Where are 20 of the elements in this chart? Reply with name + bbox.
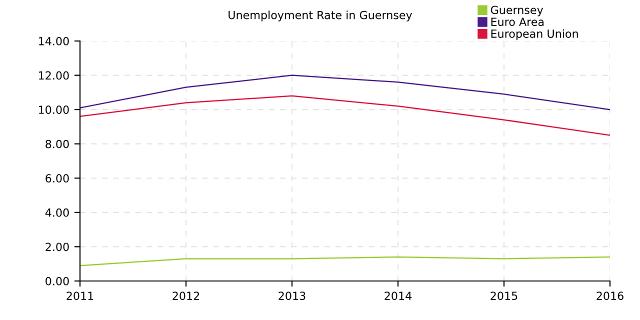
y-tick-label: 2.00 bbox=[46, 242, 69, 252]
x-tick-label: 2014 bbox=[384, 292, 412, 300]
y-tick-label: 10.00 bbox=[38, 106, 69, 114]
x-tick-label: 2015 bbox=[490, 292, 518, 300]
chart-title: Unemployment Rate in Guernsey bbox=[228, 10, 412, 22]
y-tick-label: 14.00 bbox=[38, 36, 69, 46]
x-tick-label: 2011 bbox=[66, 292, 94, 300]
x-tick-label: 2013 bbox=[278, 292, 306, 300]
x-tick-label: 2012 bbox=[172, 292, 200, 300]
y-tick-label: 6.00 bbox=[46, 174, 69, 183]
y-tick-label: 12.00 bbox=[38, 71, 69, 80]
legend-label: Guernsey bbox=[490, 6, 544, 16]
y-tick-label: 4.00 bbox=[45, 208, 69, 217]
line-series bbox=[80, 95, 610, 136]
legend-label: Euro Area bbox=[491, 18, 544, 26]
legend-label: European Union bbox=[491, 29, 578, 40]
y-tick-label: 0.00 bbox=[46, 276, 69, 286]
line-series bbox=[80, 74, 610, 110]
y-tick-label: 8.00 bbox=[46, 140, 69, 148]
x-tick-label: 2016 bbox=[596, 292, 624, 300]
